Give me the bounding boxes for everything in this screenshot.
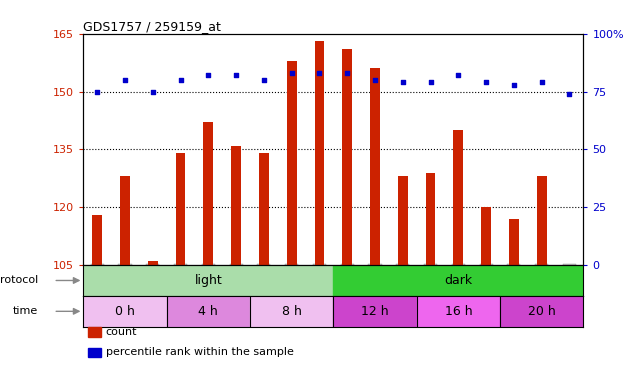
Point [426,80,436,86]
Bar [315,42,324,265]
Point [481,80,491,86]
Bar [333,265,583,296]
Point [231,72,241,78]
Bar [500,296,583,327]
Bar [259,153,269,265]
Text: 12 h: 12 h [361,305,389,318]
Point [370,77,380,83]
Point [92,88,103,94]
Bar [148,261,158,265]
Text: protocol: protocol [0,276,38,285]
Point [564,91,574,97]
Bar [203,122,213,265]
Text: 4 h: 4 h [199,305,218,318]
Point [453,72,463,78]
Bar [509,219,519,265]
Bar [417,296,500,327]
Bar [250,296,333,327]
Bar [453,130,463,265]
Bar [176,153,185,265]
Point [314,70,324,76]
Bar [342,49,352,265]
Point [342,70,353,76]
Bar [83,296,167,327]
Point [147,88,158,94]
Bar [537,176,547,265]
Bar [92,215,102,265]
Bar [88,327,101,337]
Bar [83,265,333,296]
Bar [120,176,130,265]
Point [259,77,269,83]
Bar [231,146,241,265]
Bar [481,207,491,265]
Text: light: light [194,274,222,287]
Text: 8 h: 8 h [281,305,302,318]
Bar [287,61,297,265]
Text: count: count [106,327,137,337]
Point [397,80,408,86]
Text: 0 h: 0 h [115,305,135,318]
Point [537,80,547,86]
Text: dark: dark [444,274,472,287]
Bar [398,176,408,265]
Point [120,77,130,83]
Bar [426,172,435,265]
Bar [370,69,380,265]
Text: 16 h: 16 h [444,305,472,318]
Text: 20 h: 20 h [528,305,556,318]
Text: percentile rank within the sample: percentile rank within the sample [106,347,294,357]
Text: time: time [13,306,38,316]
Point [176,77,186,83]
Bar [333,296,417,327]
Point [203,72,213,78]
Point [509,82,519,88]
Point [287,70,297,76]
Text: GDS1757 / 259159_at: GDS1757 / 259159_at [83,20,221,33]
Bar [88,348,101,357]
Bar [167,296,250,327]
